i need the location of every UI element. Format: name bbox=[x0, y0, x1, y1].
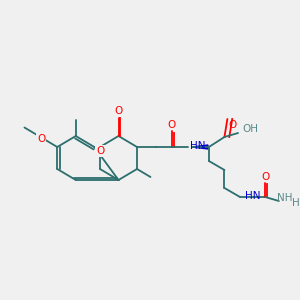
Text: O: O bbox=[168, 120, 176, 130]
Text: O: O bbox=[37, 134, 45, 143]
Text: HN: HN bbox=[245, 191, 260, 201]
Text: NH: NH bbox=[277, 193, 292, 203]
Text: OH: OH bbox=[242, 124, 258, 134]
Text: HN: HN bbox=[190, 141, 206, 151]
Text: O: O bbox=[96, 146, 104, 156]
Text: O: O bbox=[228, 120, 236, 130]
Text: O: O bbox=[114, 106, 123, 116]
Text: H: H bbox=[292, 198, 300, 208]
Polygon shape bbox=[192, 145, 208, 149]
Text: O: O bbox=[261, 172, 269, 182]
